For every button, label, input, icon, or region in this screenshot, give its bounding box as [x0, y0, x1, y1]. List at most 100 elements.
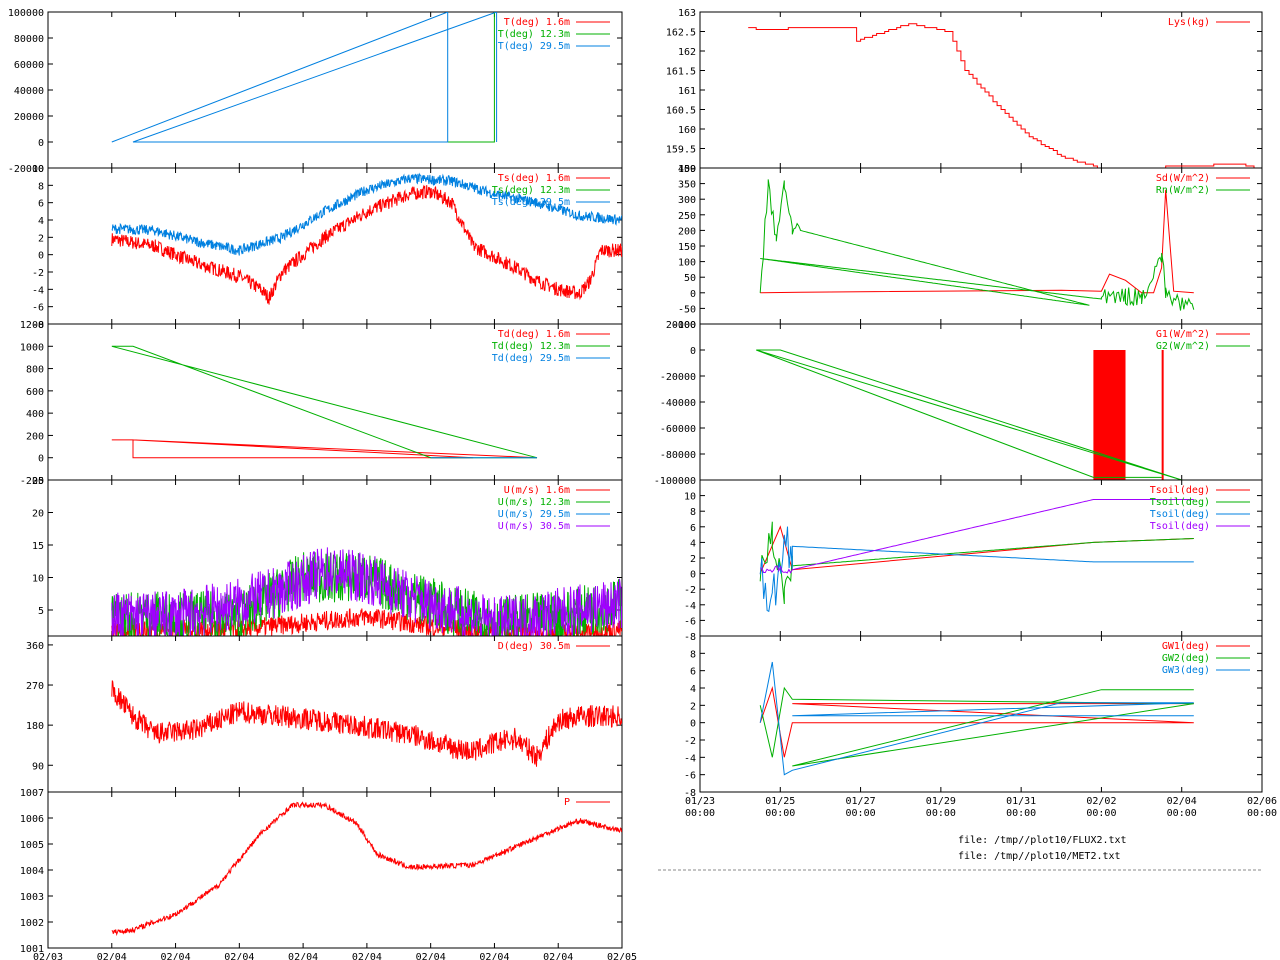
left-panel-6: 1001 1002 1003 1004 1005 1006 1007 P	[20, 788, 623, 955]
legend-label: Tsoil(deg)	[1150, 485, 1210, 496]
legend-label: Tsoil(deg)	[1150, 509, 1210, 520]
series-line-1	[111, 801, 622, 937]
y-tick-label: -20000	[8, 164, 44, 175]
y-tick-label: -4	[684, 753, 696, 764]
y-tick-label: 600	[26, 387, 44, 398]
y-tick-label: -50	[678, 304, 696, 315]
y-tick-label: -100	[672, 320, 696, 331]
y-tick-label: 4	[690, 538, 696, 549]
y-tick-label: 1003	[20, 892, 44, 903]
right-x-tick-time: 00:00	[1247, 808, 1277, 819]
right-panel-1: 159 159.5 160 160.5 161 161.5 162 162.5 163 Lys(k…	[666, 8, 1263, 175]
right-panel-2: -100 -50 0 50 100 150 200 250 300 350 400 Sd(W/m^2)…	[672, 164, 1263, 331]
y-tick-label: -2	[684, 736, 696, 747]
series-line-3	[759, 661, 1194, 776]
y-tick-label: -40000	[660, 398, 696, 409]
right-x-tick-time: 00:00	[1167, 808, 1197, 819]
y-tick-label: 1005	[20, 840, 44, 851]
y-tick-label: 0	[690, 346, 696, 357]
file-footer: file: /tmp//plot10/FLUX2.txt file: /tmp/…	[658, 835, 1262, 871]
y-tick-label: 163	[678, 8, 696, 19]
y-tick-label: 1002	[20, 918, 44, 929]
y-tick-label: -2	[684, 585, 696, 596]
series-line-2	[111, 345, 538, 459]
y-tick-label: 20000	[14, 112, 44, 123]
y-tick-label: -80000	[660, 450, 696, 461]
right-x-tick-time: 00:00	[685, 808, 715, 819]
right-panel-3: -100000 -80000 -60000 -40000 -20000 0 20000 G1(…	[654, 320, 1263, 487]
y-tick-label: 100000	[8, 8, 44, 19]
series-group	[111, 345, 538, 459]
left-x-tick-date: 02/03	[33, 952, 63, 960]
series-line-2	[756, 349, 1182, 480]
y-tick-label: 159	[678, 164, 696, 175]
y-tick-label: 150	[678, 242, 696, 253]
y-tick-label: 1001	[20, 944, 44, 955]
y-tick-label: 200	[26, 431, 44, 442]
series-group	[759, 499, 1194, 613]
y-tick-label: 200	[678, 226, 696, 237]
left-x-tick-date: 02/04	[479, 952, 509, 960]
y-tick-label: 90	[32, 761, 44, 772]
right-x-tick-date: 01/31	[1006, 796, 1036, 807]
series-group	[111, 172, 622, 305]
y-tick-label: -2	[32, 268, 44, 279]
series-line-3	[111, 172, 622, 256]
y-tick-label: 20	[32, 509, 44, 520]
y-tick-label: -6	[684, 771, 696, 782]
right-x-tick-time: 00:00	[926, 808, 956, 819]
y-tick-label: 6	[38, 199, 44, 210]
left-x-tick-date: 02/04	[416, 952, 446, 960]
legend-label: GW1(deg)	[1162, 641, 1210, 652]
right-x-tick-time: 00:00	[765, 808, 795, 819]
y-tick-label: 161	[678, 86, 696, 97]
y-tick-label: -4	[684, 601, 696, 612]
y-tick-label: -8	[684, 632, 696, 643]
series-line-2	[759, 686, 1194, 767]
y-tick-label: 1000	[20, 342, 44, 353]
y-tick-label: 300	[678, 195, 696, 206]
y-tick-label: 8	[690, 507, 696, 518]
right-x-tick-date: 01/29	[926, 796, 956, 807]
y-tick-label: -60000	[660, 424, 696, 435]
y-tick-label: 1006	[20, 814, 44, 825]
series-group	[111, 547, 622, 636]
series-line-3	[111, 12, 498, 143]
y-tick-label: 4	[690, 684, 696, 695]
series-group	[759, 661, 1194, 776]
plot-frame	[47, 791, 623, 949]
series-group	[111, 680, 622, 767]
y-tick-label: -100000	[654, 476, 696, 487]
y-tick-label: 0	[38, 251, 44, 262]
legend-label: T(deg) 12.3m	[498, 29, 570, 40]
legend-label: Tsoil(deg)	[1150, 497, 1210, 508]
y-tick-label: 5	[38, 606, 44, 617]
series-line-2	[759, 179, 1195, 311]
y-tick-label: 2	[690, 554, 696, 565]
y-tick-label: 10	[32, 164, 44, 175]
y-tick-label: 160.5	[666, 106, 696, 117]
series-line-1	[760, 189, 1194, 294]
legend-label: U(m/s) 1.6m	[504, 485, 570, 496]
y-tick-label: -8	[32, 320, 44, 331]
legend-label: Lys(kg)	[1168, 17, 1210, 28]
series-bar	[1161, 350, 1164, 480]
y-tick-label: 270	[26, 681, 44, 692]
legend-label: G2(W/m^2)	[1156, 341, 1210, 352]
legend-label: D(deg) 30.5m	[498, 641, 570, 652]
series-line-1	[111, 439, 538, 459]
left-x-tick-date: 02/05	[607, 952, 637, 960]
legend-label: Rn(W/m^2)	[1156, 185, 1210, 196]
y-tick-label: 1004	[20, 866, 44, 877]
legend-label: Td(deg) 12.3m	[492, 341, 570, 352]
plot-frame	[699, 635, 1263, 793]
y-tick-label: -4	[32, 285, 44, 296]
legend-label: GW2(deg)	[1162, 653, 1210, 664]
legend-label: Ts(deg) 29.5m	[492, 197, 570, 208]
y-tick-label: -6	[32, 303, 44, 314]
y-tick-label: 6	[690, 667, 696, 678]
series-line-4	[111, 547, 622, 636]
